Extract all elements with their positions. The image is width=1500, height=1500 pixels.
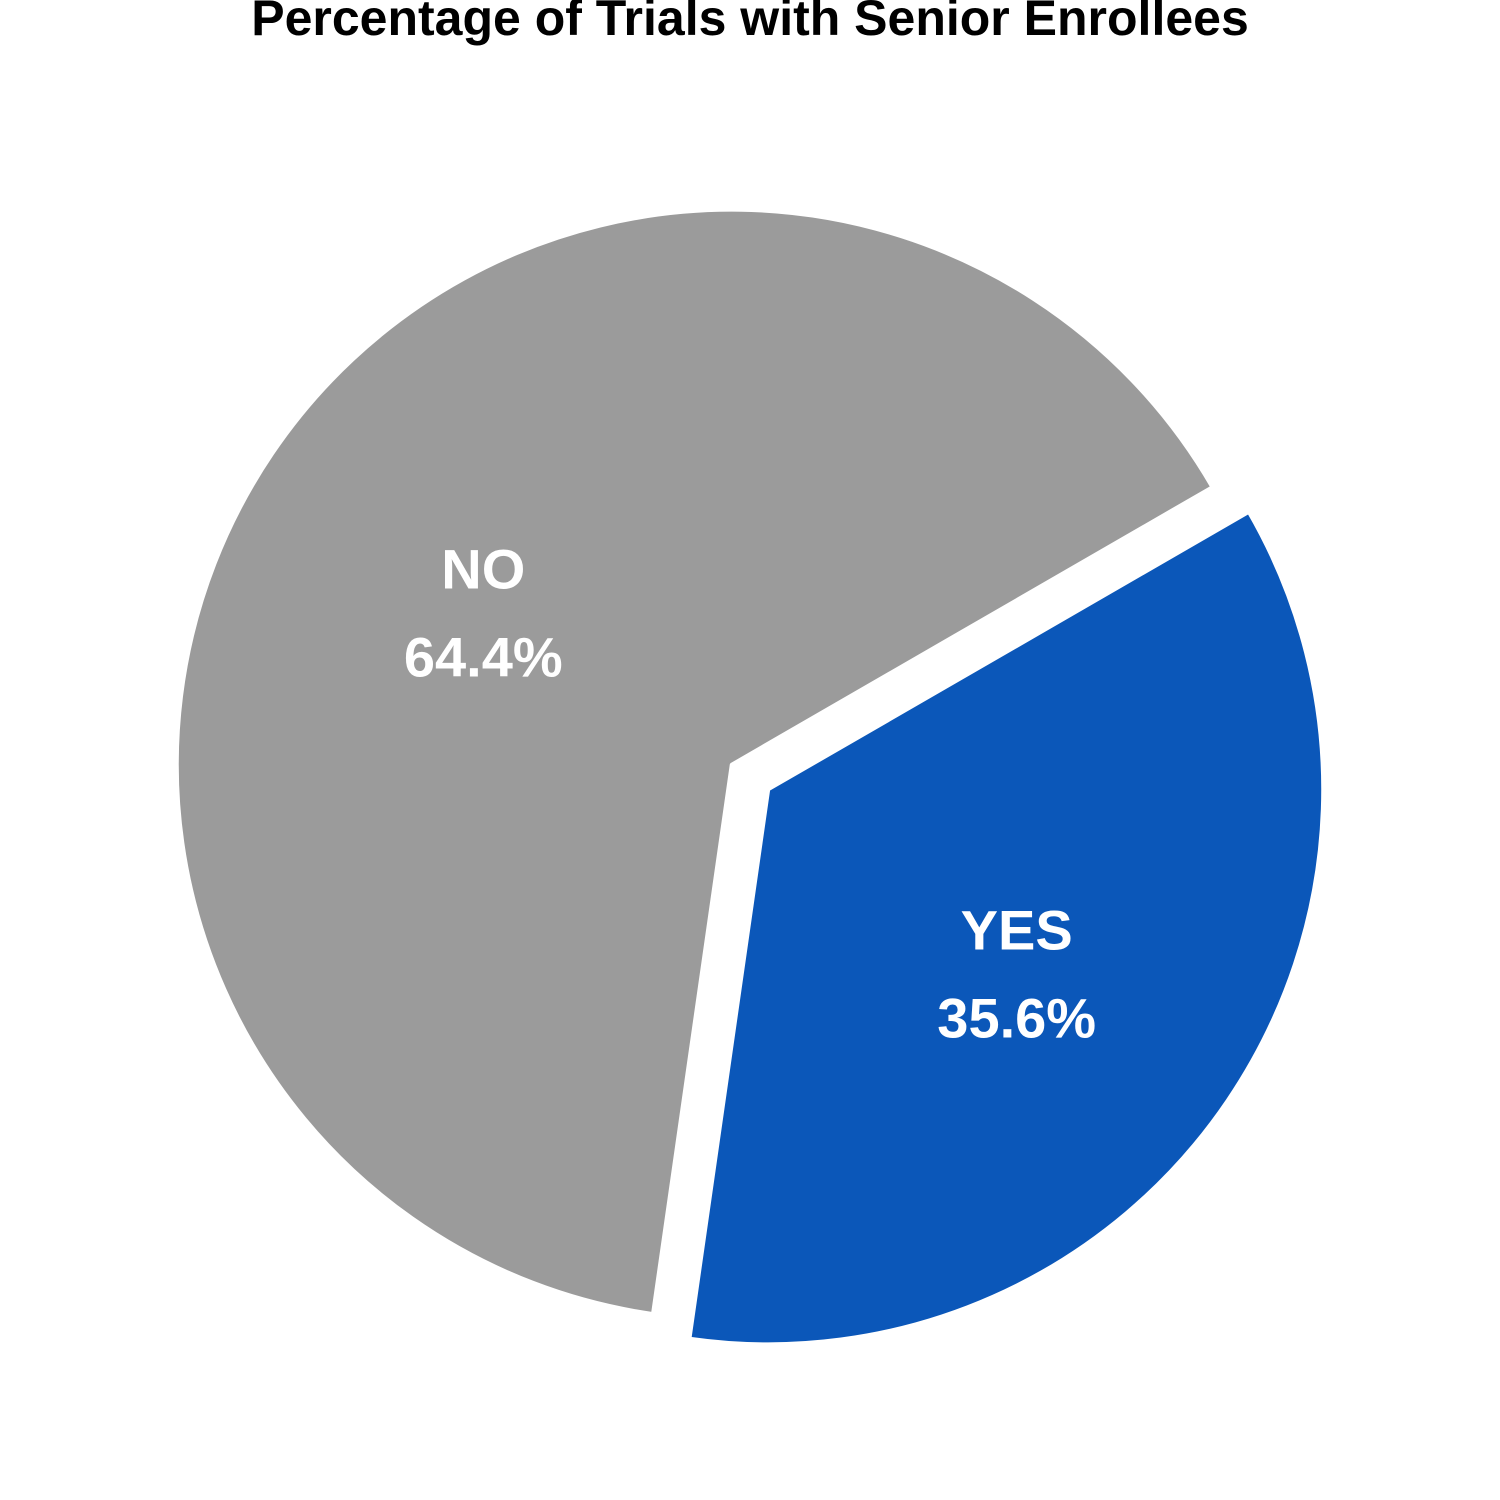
pie-slice-no <box>174 207 1215 1317</box>
chart-title: Percentage of Trials with Senior Enrolle… <box>251 0 1249 46</box>
slice-label-yes: YES <box>961 898 1073 961</box>
slice-value-no: 64.4% <box>404 626 563 689</box>
slice-label-no: NO <box>441 538 525 601</box>
slice-value-yes: 35.6% <box>937 986 1096 1049</box>
pie-slice-yes <box>687 509 1326 1347</box>
